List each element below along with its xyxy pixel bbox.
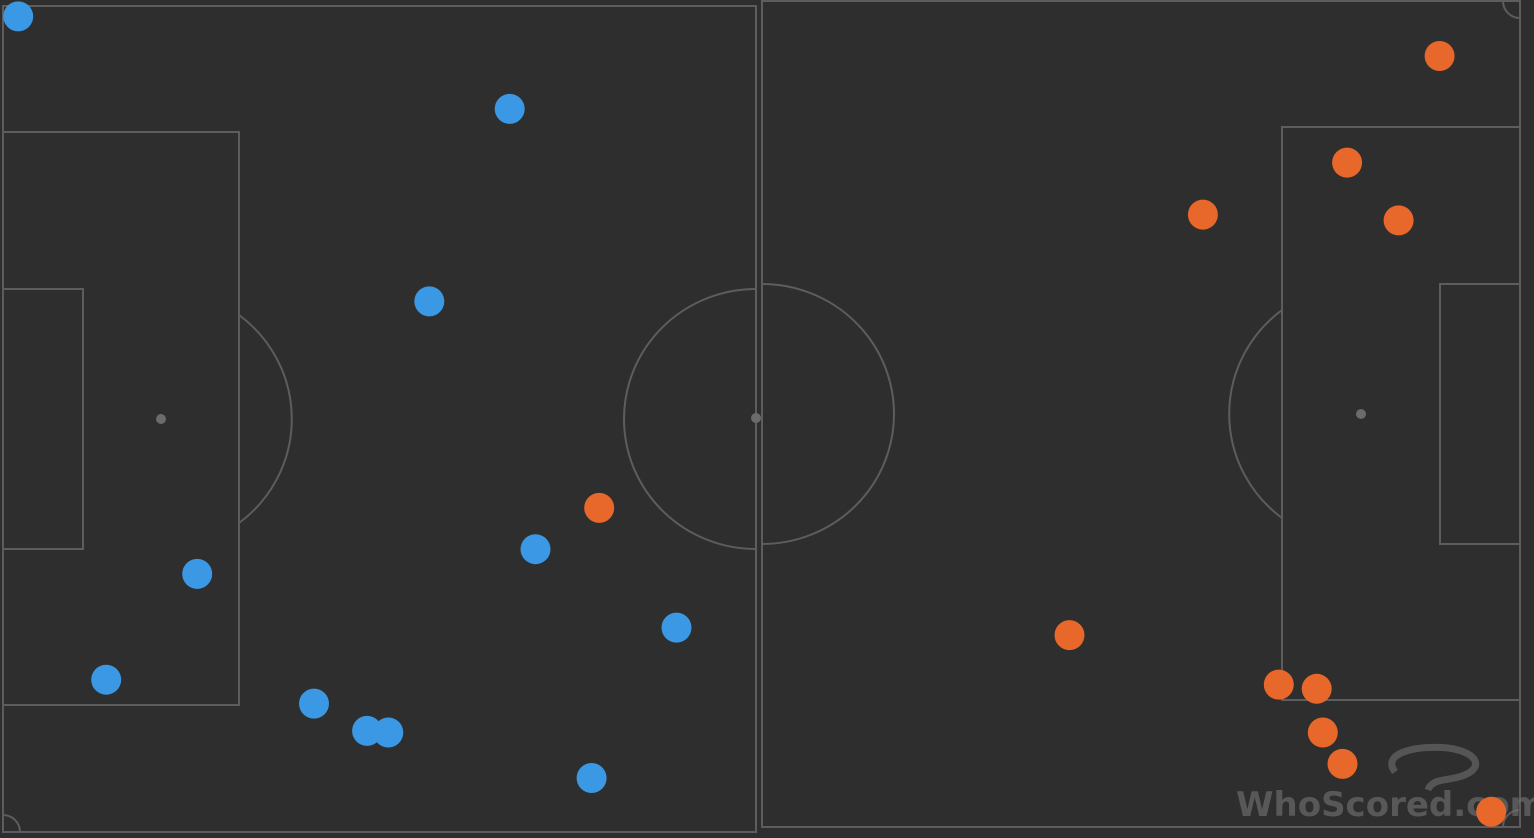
event-point-blue-5 xyxy=(182,558,213,589)
event-point-blue-4 xyxy=(520,534,551,565)
six-yard-box-right xyxy=(1439,283,1520,545)
event-point-blue-8 xyxy=(299,688,329,719)
penalty-area-right xyxy=(1281,126,1520,701)
event-point-orange-3 xyxy=(1332,147,1363,178)
event-point-orange-8 xyxy=(1301,673,1332,704)
event-point-blue-3 xyxy=(414,286,445,317)
event-point-orange-2 xyxy=(1424,41,1455,71)
logo-mark-icon xyxy=(1388,743,1479,792)
centre-spot xyxy=(751,413,761,423)
event-point-blue-10 xyxy=(373,717,404,748)
penalty-arc-left xyxy=(238,314,293,524)
penalty-spot-left xyxy=(156,414,166,424)
event-point-orange-4 xyxy=(1187,199,1218,230)
event-point-blue-6 xyxy=(661,612,692,643)
penalty-arc-right xyxy=(1228,309,1283,519)
six-yard-box-left xyxy=(3,288,84,550)
penalty-spot-right xyxy=(1356,409,1366,419)
event-point-blue-1 xyxy=(3,1,34,32)
corner-arc-top-right xyxy=(1502,0,1521,19)
centre-circle-right xyxy=(761,283,895,545)
event-points xyxy=(3,1,1507,827)
event-point-blue-11 xyxy=(576,763,607,793)
event-point-orange-1 xyxy=(584,492,615,523)
penalty-area-left xyxy=(3,131,240,706)
event-point-blue-7 xyxy=(91,664,122,695)
event-point-orange-6 xyxy=(1054,620,1085,651)
corner-arc-bottom-left xyxy=(2,814,21,833)
event-point-orange-5 xyxy=(1383,205,1414,236)
event-point-orange-9 xyxy=(1307,717,1338,748)
event-point-blue-2 xyxy=(494,93,525,124)
event-point-orange-11 xyxy=(1476,796,1507,827)
centre-circle-left xyxy=(623,288,757,550)
event-point-orange-7 xyxy=(1263,669,1294,700)
corner-arc-bottom-right xyxy=(1502,809,1521,828)
event-point-orange-10 xyxy=(1327,748,1358,779)
